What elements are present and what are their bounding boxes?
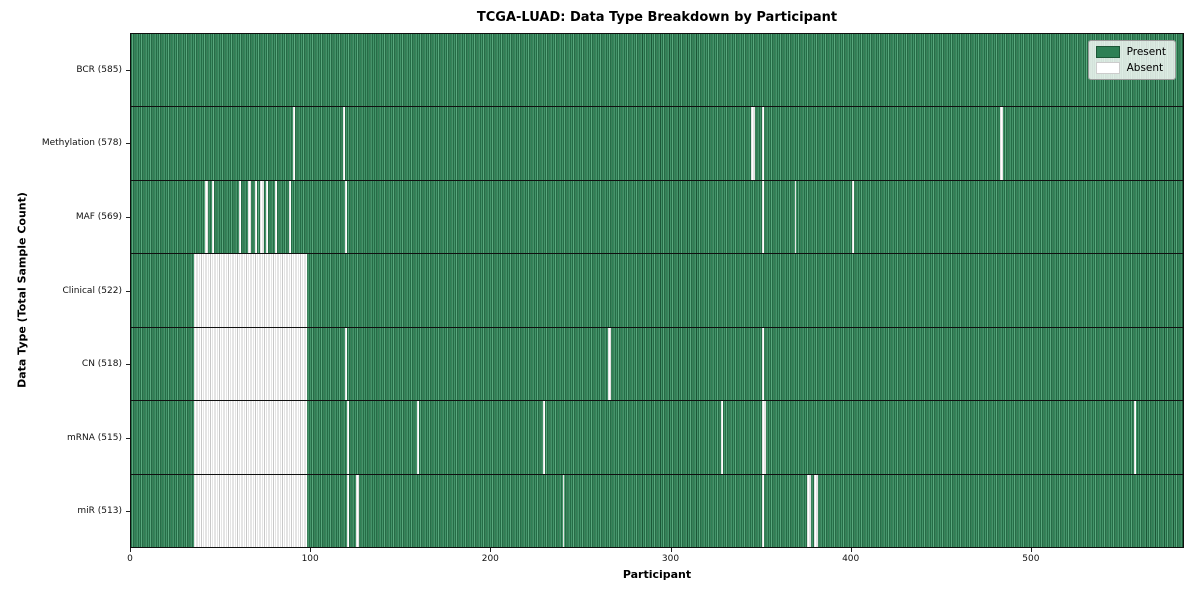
heatmap-row-maf xyxy=(131,179,1183,254)
x-tick-mark xyxy=(310,548,312,552)
absent-region xyxy=(751,107,755,180)
absent-region xyxy=(343,107,345,180)
absent-region xyxy=(265,180,268,254)
y-tick-label: Methylation (578) xyxy=(41,138,122,149)
absent-region xyxy=(211,180,214,254)
absent-region xyxy=(562,474,565,547)
absent-region xyxy=(193,401,308,474)
absent-region xyxy=(762,327,764,401)
x-tick-mark xyxy=(130,548,131,552)
absent-region xyxy=(346,474,349,547)
y-tick-mark xyxy=(126,437,130,439)
heatmap-row-mrna xyxy=(131,400,1183,474)
absent-region xyxy=(762,180,764,254)
x-tick-mark xyxy=(1030,548,1032,552)
x-tick-label: 200 xyxy=(481,554,499,564)
y-tick-mark xyxy=(126,511,130,513)
absent-region xyxy=(260,180,265,254)
x-tick-label: 400 xyxy=(842,554,860,564)
legend-swatch-present xyxy=(1095,46,1120,58)
x-tick-mark xyxy=(670,548,672,552)
y-tick-label: BCR (585) xyxy=(76,64,122,75)
absent-region xyxy=(204,180,209,254)
heatmap-row-mir xyxy=(131,473,1183,547)
absent-region xyxy=(193,327,308,401)
absent-region xyxy=(814,474,818,547)
x-tick-label: 300 xyxy=(661,554,680,564)
absent-region xyxy=(416,401,419,474)
absent-region xyxy=(762,401,766,474)
absent-region xyxy=(852,180,854,254)
absent-region xyxy=(274,180,277,254)
y-tick-mark xyxy=(126,69,130,71)
absent-region xyxy=(292,107,295,180)
heatmap-row-clinical xyxy=(131,253,1183,327)
absent-region xyxy=(794,180,797,254)
plot-area: Present Absent xyxy=(130,33,1184,548)
y-tick-label: MAF (569) xyxy=(75,211,122,222)
x-tick-label: 500 xyxy=(1022,554,1040,564)
legend-entry-absent: Absent xyxy=(1095,62,1166,74)
absent-region xyxy=(542,401,545,474)
legend-entry-present: Present xyxy=(1095,46,1166,58)
absent-region xyxy=(344,327,347,401)
y-tick-label: CN (518) xyxy=(81,359,122,370)
absent-region xyxy=(1134,401,1137,474)
absent-region xyxy=(720,401,723,474)
absent-region xyxy=(193,254,308,327)
y-tick-label: miR (513) xyxy=(77,506,122,517)
absent-region xyxy=(355,474,360,547)
absent-region xyxy=(607,327,612,401)
absent-region xyxy=(193,474,308,547)
absent-region xyxy=(289,180,292,254)
y-tick-mark xyxy=(126,290,130,292)
absent-region xyxy=(762,474,764,547)
absent-region xyxy=(346,401,349,474)
absent-region xyxy=(238,180,241,254)
legend-label: Present xyxy=(1126,46,1166,58)
x-axis-label: Participant xyxy=(622,568,692,581)
heatmap-row-bcr xyxy=(131,34,1183,107)
absent-region xyxy=(999,107,1004,180)
absent-region xyxy=(807,474,811,547)
chart-title: TCGA-LUAD: Data Type Breakdown by Partic… xyxy=(476,10,838,25)
legend: Present Absent xyxy=(1087,40,1176,80)
heatmap-row-methylation xyxy=(131,106,1183,180)
x-tick-mark xyxy=(490,548,492,552)
y-tick-label: Clinical (522) xyxy=(62,285,122,296)
legend-swatch-absent xyxy=(1095,62,1120,74)
absent-region xyxy=(247,180,252,254)
x-tick-label: 100 xyxy=(301,554,319,564)
legend-label: Absent xyxy=(1126,62,1164,74)
absent-region xyxy=(255,180,257,254)
y-tick-mark xyxy=(126,143,130,145)
x-tick-label: 0 xyxy=(127,554,133,564)
x-tick-mark xyxy=(850,548,852,552)
y-tick-mark xyxy=(126,364,130,366)
heatmap-row-cn xyxy=(131,326,1183,401)
absent-region xyxy=(344,180,347,254)
absent-region xyxy=(762,107,764,180)
y-tick-label: mRNA (515) xyxy=(67,432,122,443)
y-tick-mark xyxy=(126,216,130,218)
